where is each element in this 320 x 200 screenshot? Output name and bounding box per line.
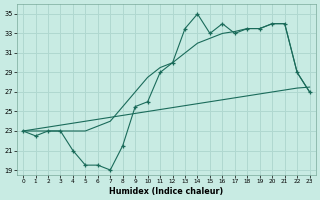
X-axis label: Humidex (Indice chaleur): Humidex (Indice chaleur) xyxy=(109,187,223,196)
